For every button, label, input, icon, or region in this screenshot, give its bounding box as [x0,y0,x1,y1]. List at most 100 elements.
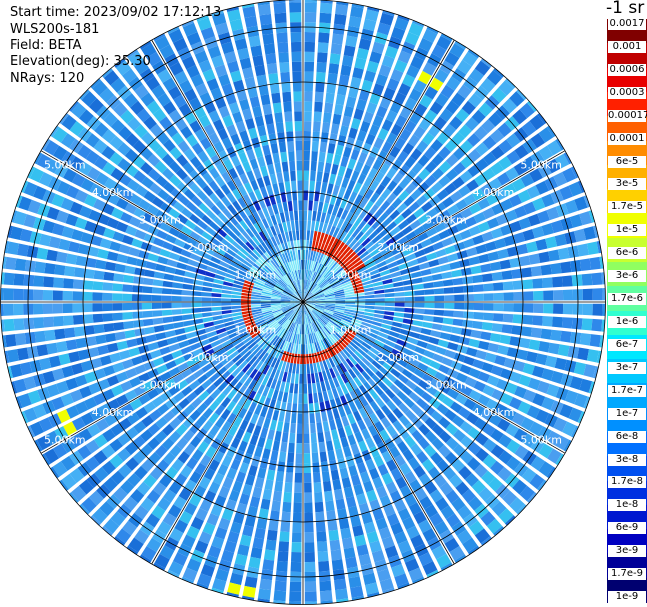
ppi-bin [523,389,537,403]
ppi-bin [303,453,311,464]
ppi-bin [276,327,284,337]
ppi-bin [402,318,414,325]
ppi-bin [184,325,195,333]
ppi-bin [409,265,421,273]
ppi-bin [154,430,168,444]
ppi-bin [344,291,355,296]
ppi-bin [369,412,380,424]
ppi-bin [304,472,312,483]
ppi-bin [81,497,97,513]
ppi-bin [262,559,275,571]
ppi-bin [359,344,369,354]
ppi-bin [361,357,371,367]
ppi-bin [281,81,291,93]
ppi-bin [319,141,328,153]
ppi-bin [272,440,280,452]
ppi-bin [318,151,326,163]
ppi-bin [490,428,504,443]
ppi-bin [384,45,399,59]
ppi-bin [329,225,336,236]
ppi-bin [288,332,293,343]
ppi-bin [274,12,287,24]
ppi-bin [304,12,317,23]
ppi-bin [579,378,593,393]
ppi-bin [301,304,303,315]
ppi-bin [203,395,215,407]
ppi-bin [354,292,365,297]
ppi-bin [317,201,324,212]
ppi-bin [196,582,209,590]
ppi-bin [468,338,480,348]
ppi-bin [434,295,445,302]
ppi-bin [379,162,390,175]
ppi-bin [324,256,332,267]
ppi-bin [318,278,326,286]
ppi-bin [294,210,299,221]
ppi-bin [71,485,87,502]
ppi-bin [394,17,409,31]
ppi-bin [309,333,314,344]
ppi-bin [475,448,489,462]
ppi-bin [289,0,302,3]
ppi-bin [337,457,347,470]
ppi-bin [332,366,340,377]
ppi-bin [546,158,561,174]
ppi-bin [332,184,340,196]
ppi-bin [384,297,395,302]
ppi-bin [147,253,159,262]
ppi-bin [349,341,359,350]
ppi-bin [409,219,422,230]
ppi-bin [278,451,287,463]
ppi-bin [5,334,17,348]
ppi-bin [482,454,497,469]
ppi-bin [374,339,385,348]
ppi-bin [387,335,398,343]
ppi-bin [327,347,334,358]
ppi-bin [212,315,223,321]
ppi-bin [87,347,100,358]
ppi-bin [361,142,372,155]
ppi-bin [274,162,282,174]
ppi-bin [335,144,344,156]
ppi-bin [268,321,278,329]
ppi-bin [498,139,513,154]
ppi-bin [436,553,452,569]
colorbar-tick-label: 1e-6 [608,316,646,328]
ppi-bin [17,347,29,361]
ppi-bin [315,297,326,300]
ppi-bin [397,441,409,454]
ppi-bin [311,220,316,231]
ppi-bin [472,274,483,284]
ppi-bin [221,306,232,311]
ppi-bin [322,202,329,214]
ppi-bin [364,404,374,416]
ppi-bin [203,276,215,283]
ppi-bin [443,310,454,317]
ppi-bin [160,390,173,402]
ppi-bin [292,512,302,523]
ppi-bin [268,459,277,471]
ppi-bin [140,429,153,442]
ppi-bin [362,318,373,324]
ppi-bin [401,385,413,396]
ppi-bin [523,291,534,301]
ppi-bin [521,121,537,137]
ppi-bin [272,102,282,114]
ppi-bin [509,371,522,384]
ppi-bin [315,81,325,93]
ppi-bin [413,465,426,478]
ppi-bin [322,312,332,319]
ppi-bin [475,349,487,360]
ppi-bin [463,311,474,319]
ppi-bin [292,303,301,310]
ppi-bin [227,531,240,544]
ppi-bin [313,261,318,272]
ppi-bin [408,502,422,516]
ppi-bin [259,13,272,26]
ppi-bin [394,531,408,545]
ppi-bin [313,111,322,122]
ppi-bin [490,161,504,176]
ppi-bin [296,314,300,324]
ppi-bin [355,363,364,373]
ppi-bin [464,216,477,228]
